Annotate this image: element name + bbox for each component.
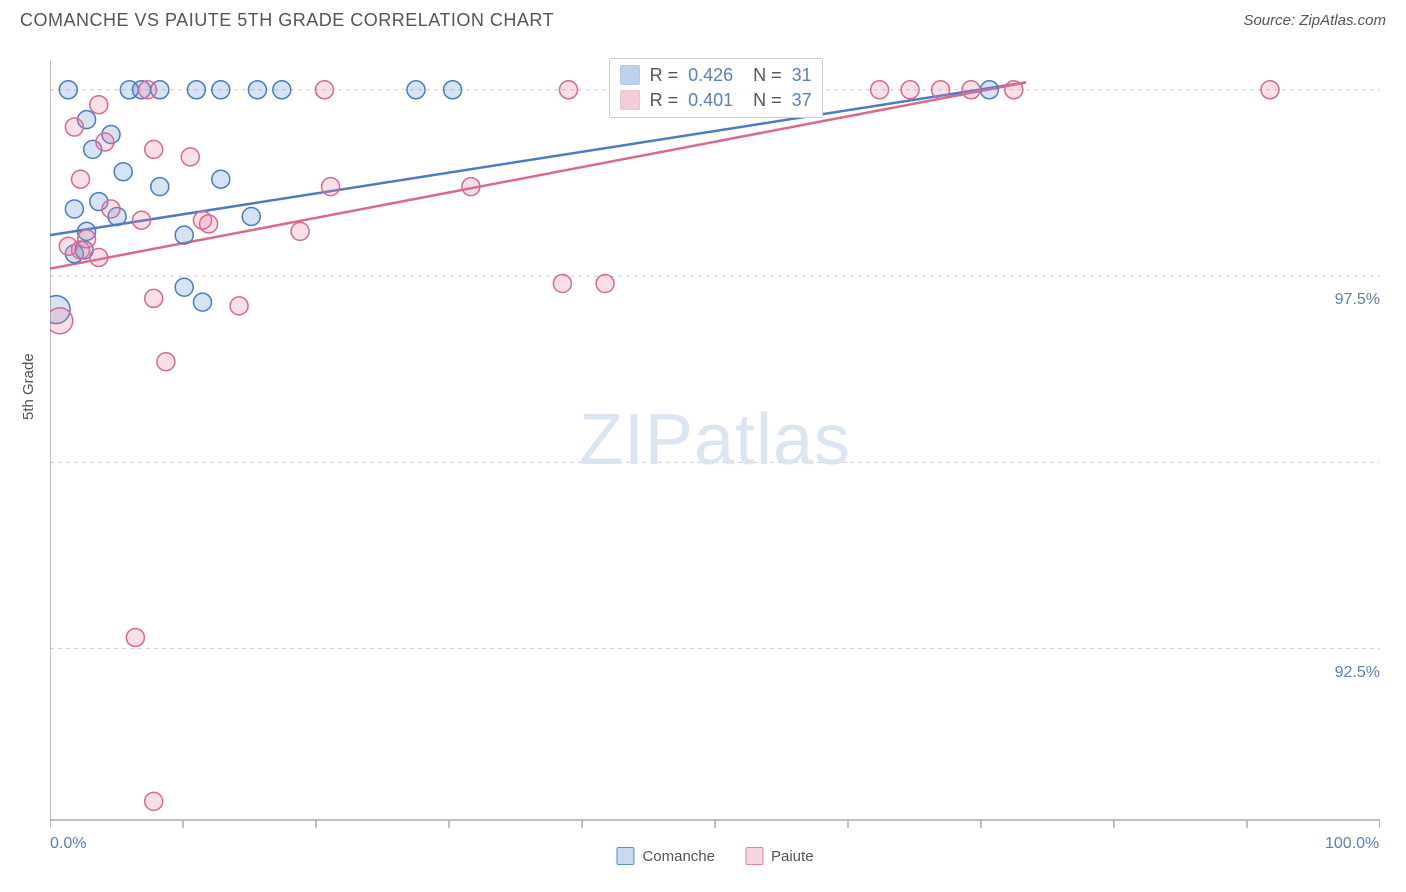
legend-n-value: 31 xyxy=(792,65,812,86)
chart-container: ZIPatlas 92.5%97.5% 0.0%100.0% R = 0.426… xyxy=(50,50,1380,830)
legend-item: Paiute xyxy=(745,847,814,865)
legend-n-label: N = xyxy=(743,65,782,86)
legend-n-value: 37 xyxy=(792,90,812,111)
legend-label: Paiute xyxy=(771,848,814,865)
legend-swatch xyxy=(620,90,640,110)
legend-r-value: 0.401 xyxy=(688,90,733,111)
chart-title: COMANCHE VS PAIUTE 5TH GRADE CORRELATION… xyxy=(20,10,554,31)
legend-r-label: R = xyxy=(650,90,679,111)
legend-swatch xyxy=(616,847,634,865)
x-tick-label: 100.0% xyxy=(1325,835,1379,853)
series-legend: Comanche Paiute xyxy=(616,847,813,865)
legend-r-label: R = xyxy=(650,65,679,86)
legend-item: Comanche xyxy=(616,847,715,865)
scatter-plot xyxy=(50,50,1380,830)
legend-swatch xyxy=(620,65,640,85)
source-label: Source: ZipAtlas.com xyxy=(1243,12,1386,29)
y-tick-label: 97.5% xyxy=(1335,291,1380,309)
x-tick-label: 0.0% xyxy=(50,835,86,853)
y-axis-label: 5th Grade xyxy=(20,353,37,420)
legend-row: R = 0.426 N = 31 xyxy=(620,63,812,88)
legend-r-value: 0.426 xyxy=(688,65,733,86)
legend-swatch xyxy=(745,847,763,865)
legend-label: Comanche xyxy=(642,848,715,865)
legend-row: R = 0.401 N = 37 xyxy=(620,88,812,113)
legend-n-label: N = xyxy=(743,90,782,111)
correlation-legend: R = 0.426 N = 31R = 0.401 N = 37 xyxy=(609,58,823,118)
y-tick-label: 92.5% xyxy=(1335,664,1380,682)
